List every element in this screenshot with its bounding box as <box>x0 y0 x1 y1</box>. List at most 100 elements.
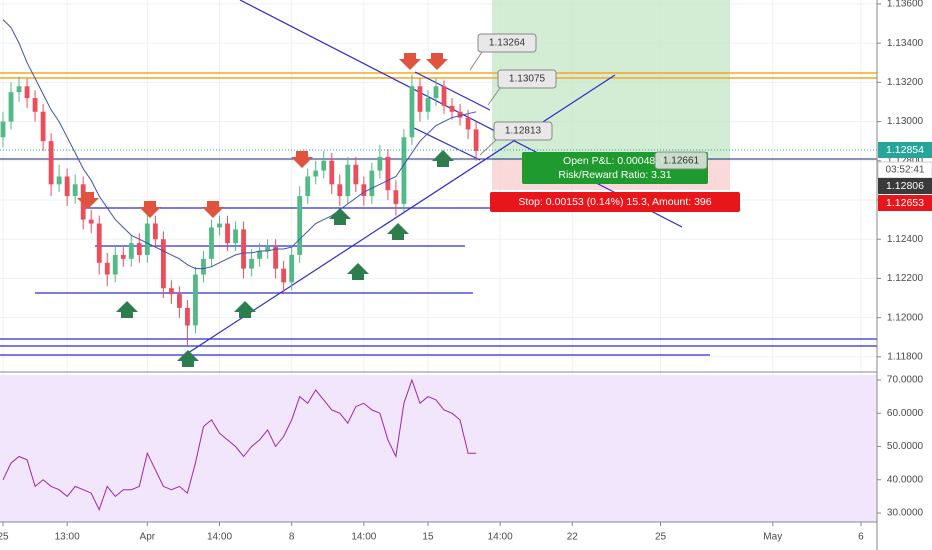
rsi-tick-label: 70.0000 <box>887 375 924 386</box>
y-tick-label: 1.12200 <box>887 273 924 284</box>
candle-body <box>417 86 423 112</box>
candle-body <box>305 176 311 197</box>
candle-body <box>104 262 110 275</box>
buy-arrow <box>432 150 454 167</box>
y-tick-label: 1.12800 <box>887 155 924 166</box>
y-tick-label: 1.13200 <box>887 77 924 88</box>
candle-body <box>24 86 30 99</box>
badge-text: 1.12653 <box>886 197 924 209</box>
candle-body <box>0 121 6 138</box>
x-tick-label: 14:00 <box>351 532 376 543</box>
buy-arrow <box>234 301 256 318</box>
sell-arrow <box>291 151 313 168</box>
candle-body <box>249 258 254 269</box>
candle-body <box>152 223 158 240</box>
candle-body <box>257 250 262 259</box>
candle-body <box>377 156 383 171</box>
y-tick-label: 1.12000 <box>887 312 924 323</box>
plot <box>0 19 479 512</box>
candle-body <box>112 254 118 275</box>
y-tick-label: 1.13600 <box>887 0 924 10</box>
x-tick-label: May <box>763 532 782 543</box>
rsi-tick-label: 60.0000 <box>887 408 924 419</box>
candle-body <box>337 184 343 197</box>
candle-body <box>281 268 287 283</box>
ratio-text: Risk/Reward Ratio: 3.31 <box>558 169 671 181</box>
candle-body <box>441 86 447 106</box>
candle-body <box>16 86 22 93</box>
rsi-tick-label: 50.0000 <box>887 441 924 452</box>
y-tick-label: 1.13000 <box>887 116 924 127</box>
trend-line <box>409 125 481 161</box>
candle-body <box>353 164 359 185</box>
candle-body <box>56 176 62 185</box>
badge-text: 1.12854 <box>886 144 924 156</box>
candle-body <box>201 258 206 275</box>
callout-text: 1.12661 <box>663 156 700 167</box>
candle-body <box>465 117 471 130</box>
candle-body <box>289 254 295 283</box>
x-tick-label: Apr <box>140 532 156 543</box>
candle-body <box>265 247 271 251</box>
price-badges: 1.12854 03:52:41 1.12806 1.12653 <box>877 142 932 211</box>
callout-box <box>493 121 553 141</box>
time-axis <box>0 522 877 550</box>
callout-pointer <box>479 139 497 156</box>
annotations: 1.13264 1.13075 1.12813 Open P&L: 0.0004… <box>469 33 740 212</box>
candle-body <box>409 86 415 138</box>
x-tick-label: 14:00 <box>207 532 232 543</box>
rsi-line <box>2 378 477 512</box>
buy-arrow <box>329 208 351 225</box>
x-tick-label: 25 <box>655 532 667 543</box>
buy-arrow <box>387 223 409 240</box>
candle-body <box>40 111 46 142</box>
candle-body <box>144 223 150 255</box>
candle-body <box>313 170 319 177</box>
candle-body <box>168 288 174 295</box>
candle-body <box>72 184 78 197</box>
candle-body <box>64 176 70 197</box>
x-tick-label: 25 <box>0 532 9 543</box>
stop-text: Stop: 0.00153 (0.14%) 15.3, Amount: 396 <box>518 196 711 208</box>
candle-body <box>185 307 190 326</box>
candle-body <box>369 170 375 197</box>
candle-body <box>88 219 94 224</box>
candle-body <box>473 129 479 151</box>
y-tick-label: 1.12400 <box>887 234 924 245</box>
candle-body <box>217 223 222 228</box>
candle-body <box>96 223 102 263</box>
candle-body <box>425 98 431 112</box>
badge <box>878 178 932 194</box>
badge-text: 03:52:41 <box>886 165 925 176</box>
candle-body <box>233 229 238 244</box>
candle-body <box>321 160 327 171</box>
signal-arrows <box>77 53 448 218</box>
candle-body <box>401 137 407 204</box>
candle-body <box>32 98 38 112</box>
y-tick-label: 1.13400 <box>887 38 924 49</box>
callout-box <box>497 69 557 89</box>
buy-arrow <box>116 301 138 318</box>
y-tick-label: 1.11800 <box>887 352 923 363</box>
candle-body <box>345 164 351 197</box>
candle-body <box>160 239 166 289</box>
x-tick-label: 6 <box>858 532 864 543</box>
rsi-tick-label: 30.0000 <box>887 508 924 519</box>
candle-body <box>120 254 126 259</box>
x-tick-label: 8 <box>289 532 295 543</box>
callout-text: 1.12813 <box>505 126 542 137</box>
x-tick-label: 14:00 <box>488 532 513 543</box>
sell-arrow <box>202 201 224 218</box>
candle-body <box>48 141 54 185</box>
callout-text: 1.13075 <box>509 74 546 85</box>
buy-arrow <box>347 263 369 280</box>
candle-body <box>433 86 439 99</box>
candle-body <box>193 274 198 326</box>
candle-body <box>241 229 246 269</box>
candle-body <box>385 156 391 191</box>
callout-text: 1.13264 <box>489 38 526 49</box>
candle-body <box>297 196 303 255</box>
callout-pointer <box>469 51 483 71</box>
pnl-text: Open P&L: 0.00048, 0 <box>563 155 667 167</box>
